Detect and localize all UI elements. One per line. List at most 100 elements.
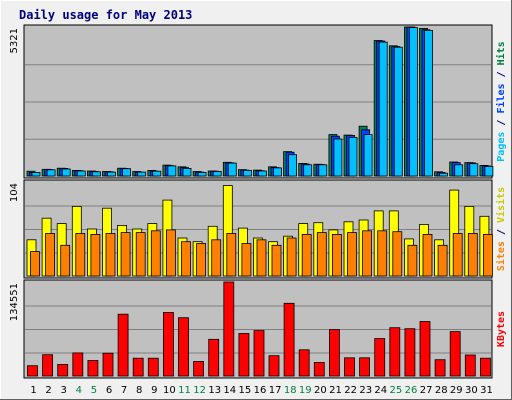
x-tick-label: 11 — [178, 385, 191, 396]
x-tick-label: 13 — [208, 385, 221, 396]
bar-kbytes-day-30 — [464, 354, 476, 377]
bar-pages-day-18 — [288, 154, 298, 177]
bar-pages-day-3 — [61, 168, 71, 177]
bar-pages-day-10 — [167, 165, 177, 177]
bar-pages-day-4 — [76, 170, 86, 177]
bar-pages-day-8 — [137, 171, 147, 177]
x-tick-label: 29 — [450, 385, 463, 396]
bar-kbytes-day-18 — [283, 302, 295, 377]
bar-sites-day-12 — [196, 243, 207, 277]
bar-pages-day-15 — [242, 169, 252, 177]
bar-kbytes-day-4 — [72, 352, 84, 377]
bar-kbytes-day-15 — [238, 333, 250, 377]
x-tick-label: 10 — [163, 385, 176, 396]
x-tick-label: 17 — [269, 385, 282, 396]
bar-pages-day-22 — [348, 136, 358, 177]
bar-sites-day-21 — [331, 233, 342, 277]
bar-sites-day-7 — [120, 232, 131, 277]
bar-pages-day-25 — [393, 46, 403, 177]
panel-kbytes: 134551 KBytes — [9, 279, 507, 379]
x-tick-label: 27 — [420, 385, 433, 396]
bar-kbytes-day-11 — [178, 317, 189, 377]
bar-pages-day-1 — [31, 171, 41, 177]
bar-sites-day-8 — [135, 232, 146, 277]
x-tick-label: 14 — [223, 385, 236, 396]
series-label-part: Pages — [496, 132, 507, 162]
bar-pages-day-13 — [212, 171, 222, 177]
bar-pages-day-23 — [363, 134, 373, 177]
bar-pages-day-9 — [152, 170, 162, 177]
bar-sites-day-2 — [45, 233, 55, 277]
x-tick-label: 2 — [45, 385, 51, 396]
bar-kbytes-day-14 — [223, 281, 235, 377]
y-max-label: 104 — [9, 183, 20, 202]
bar-sites-day-26 — [407, 244, 418, 277]
bar-pages-day-7 — [122, 168, 131, 177]
bar-kbytes-day-19 — [298, 349, 310, 377]
bar-sites-day-6 — [105, 233, 116, 277]
y-max-label: 5321 — [9, 28, 20, 53]
bar-kbytes-day-22 — [344, 357, 355, 377]
bar-pages-day-2 — [46, 169, 56, 177]
bar-kbytes-day-9 — [147, 357, 159, 377]
series-sites — [30, 229, 493, 277]
bar-pages-day-27 — [424, 29, 433, 177]
series-label-requests: Pages / Files / Hits — [495, 41, 507, 161]
series-label-part: Sites — [495, 241, 507, 271]
bar-pages-day-31 — [484, 166, 494, 177]
series-label-part: Visits — [495, 187, 507, 223]
bar-sites-day-19 — [301, 233, 312, 277]
x-tick-label: 19 — [299, 385, 312, 396]
bar-sites-day-13 — [211, 239, 222, 277]
bar-pages-day-21 — [333, 138, 343, 177]
x-tick-label: 18 — [284, 385, 297, 396]
x-tick-label: 16 — [254, 385, 267, 396]
x-tick-label: 6 — [106, 385, 112, 396]
x-tick-label: 7 — [121, 385, 127, 396]
bar-kbytes-day-25 — [389, 327, 401, 377]
bar-pages-day-26 — [408, 27, 418, 177]
bar-kbytes-day-5 — [87, 360, 99, 377]
bar-pages-day-16 — [258, 170, 267, 177]
bar-sites-day-5 — [90, 233, 101, 277]
bar-kbytes-day-28 — [434, 359, 446, 377]
x-tick-label: 1 — [30, 385, 36, 396]
bar-sites-day-25 — [392, 231, 403, 277]
bar-sites-day-18 — [286, 237, 297, 277]
bar-kbytes-day-3 — [57, 363, 69, 377]
bar-sites-day-16 — [256, 239, 267, 277]
bar-kbytes-day-27 — [419, 321, 431, 377]
bar-sites-day-17 — [271, 244, 282, 277]
bar-sites-day-10 — [165, 229, 176, 277]
bar-kbytes-day-21 — [328, 329, 340, 377]
series-label-part: / — [496, 114, 507, 132]
x-tick-label: 9 — [151, 385, 157, 396]
x-tick-label: 25 — [390, 385, 403, 396]
bar-sites-day-24 — [377, 230, 388, 277]
x-tick-label: 26 — [405, 385, 418, 396]
bar-sites-day-28 — [437, 244, 448, 277]
x-tick-label: 8 — [136, 385, 142, 396]
bar-sites-day-20 — [316, 232, 327, 277]
series-label-part: Files — [495, 83, 507, 113]
bar-kbytes-day-7 — [117, 313, 129, 377]
x-tick-label: 21 — [329, 385, 342, 396]
series-label-kbytes: KBytes — [496, 311, 507, 347]
series-label-part: / — [496, 223, 507, 241]
y-max-label: 134551 — [9, 283, 20, 321]
panel-requests: 5321 Pages / Files / Hits — [9, 24, 507, 179]
bar-kbytes-day-6 — [102, 352, 114, 377]
bar-sites-day-29 — [452, 233, 463, 277]
series-kbytes — [27, 281, 491, 377]
x-tick-label: 31 — [480, 385, 493, 396]
series-label-part: KBytes — [496, 311, 507, 347]
bar-kbytes-day-24 — [374, 338, 386, 377]
bar-kbytes-day-1 — [27, 365, 38, 377]
series-label-part: / — [496, 65, 507, 83]
x-tick-label: 23 — [359, 385, 372, 396]
bar-sites-day-27 — [422, 233, 433, 277]
bar-sites-day-15 — [241, 243, 252, 277]
bar-pages-day-11 — [182, 167, 192, 177]
bar-kbytes-day-29 — [449, 331, 461, 377]
